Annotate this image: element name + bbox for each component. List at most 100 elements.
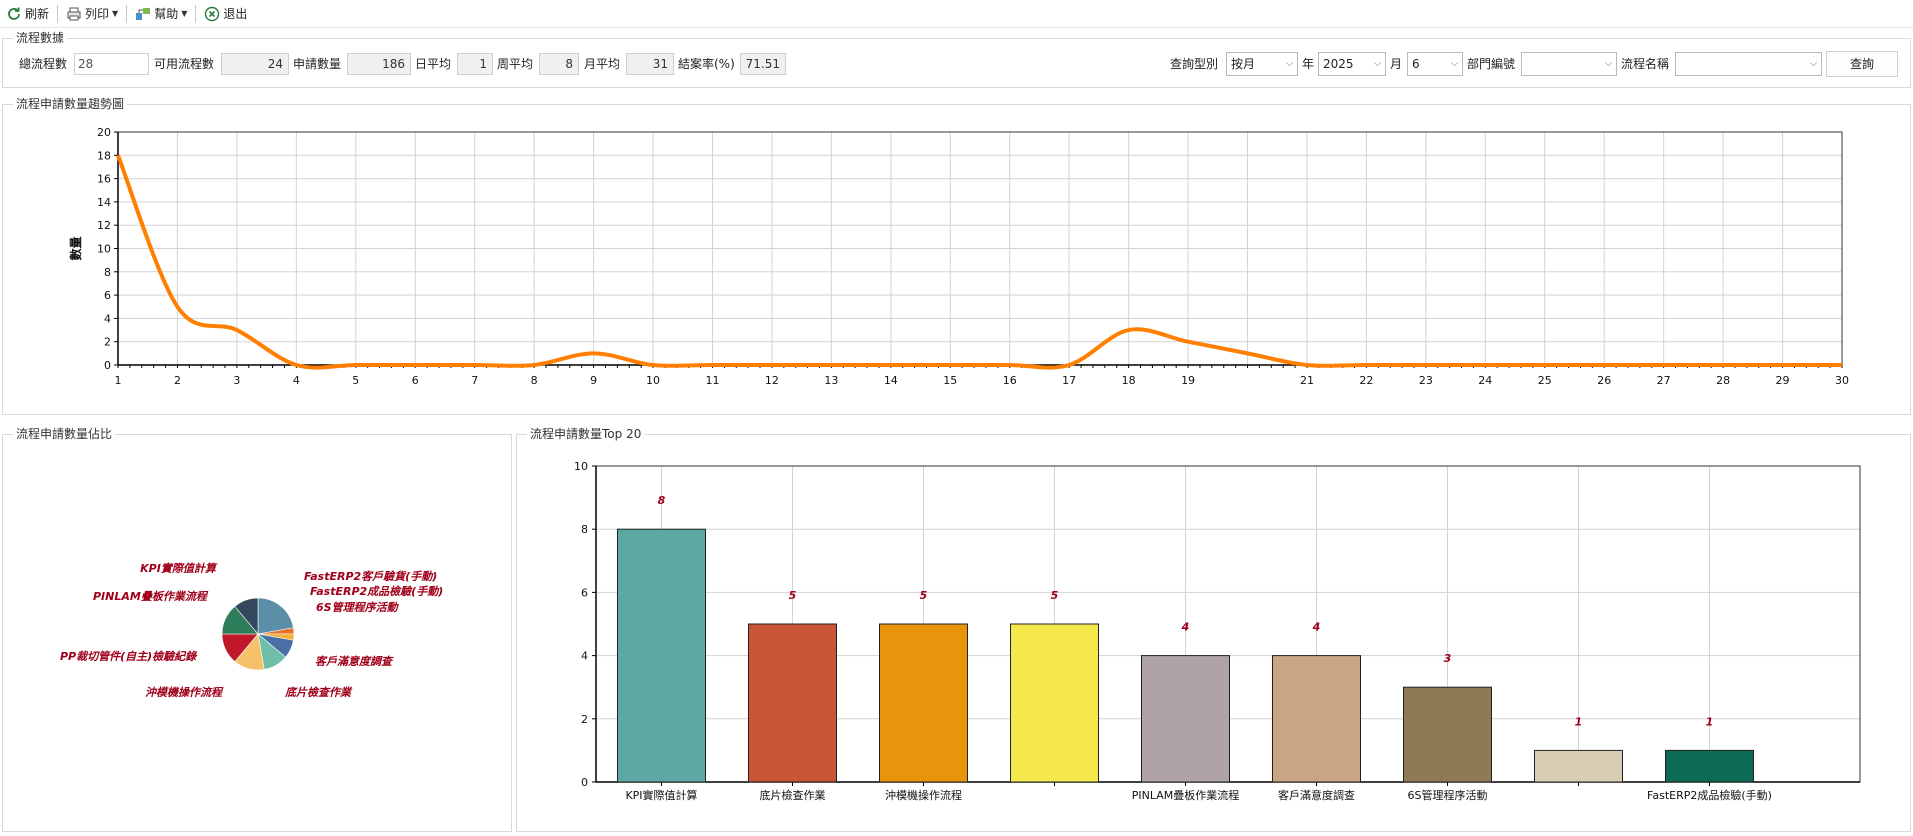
pie-slice-label: 6S管理程序活動 <box>316 601 400 614</box>
x-tick-label: 13 <box>824 374 838 387</box>
exit-label: 退出 <box>223 7 248 21</box>
dept-label: 部門編號 <box>1467 57 1516 71</box>
x-tick-label: 8 <box>531 374 538 387</box>
x-tick-label: 客戶滿意度調查 <box>1278 788 1355 802</box>
help-label: 幫助 <box>154 7 179 21</box>
x-tick-label: 29 <box>1776 374 1790 387</box>
y-tick-label: 12 <box>97 219 111 232</box>
y-tick-label: 0 <box>581 776 588 789</box>
chevron-down-icon: ⌵ <box>1605 59 1612 69</box>
month-select[interactable]: 6 ⌵ <box>1407 52 1463 76</box>
x-tick-label: 16 <box>1003 374 1017 387</box>
print-button[interactable]: 列印 ▼ <box>62 2 122 26</box>
x-tick-label: FastERP2成品檢驗(手動) <box>1647 788 1772 802</box>
x-tick-label: 3 <box>233 374 240 387</box>
query-type-value: 按月 <box>1231 57 1256 71</box>
x-tick-label: 6S管理程序活動 <box>1408 788 1488 802</box>
x-tick-label: 27 <box>1657 374 1671 387</box>
query-button[interactable]: 查詢 <box>1826 51 1898 77</box>
help-button[interactable]: 幫助 ▼ <box>131 2 191 26</box>
trend-title: 流程申請數量趨勢圖 <box>13 96 128 112</box>
x-tick-label: 21 <box>1300 374 1314 387</box>
y-tick-label: 8 <box>581 523 588 536</box>
total-field[interactable]: 28 <box>74 53 149 75</box>
x-tick-label: 28 <box>1716 374 1730 387</box>
bar <box>1665 749 1754 783</box>
year-value: 2025 <box>1323 57 1354 71</box>
bar-value-label: 1 <box>1575 715 1583 728</box>
x-tick-label: 23 <box>1419 374 1433 387</box>
bar-value-label: 5 <box>920 589 928 602</box>
bar <box>1010 623 1099 783</box>
pie-slice-label: PINLAM疊板作業流程 <box>93 590 209 603</box>
daily-label: 日平均 <box>415 57 452 71</box>
query-type-select[interactable]: 按月 ⌵ <box>1226 52 1298 76</box>
chevron-down-icon: ⌵ <box>1451 59 1458 69</box>
bar <box>617 528 706 783</box>
y-tick-label: 4 <box>104 312 111 325</box>
x-tick-label: 10 <box>646 374 660 387</box>
help-dropdown-icon[interactable]: ▼ <box>181 9 188 18</box>
y-tick-label: 10 <box>97 243 111 256</box>
y-tick-label: 0 <box>104 359 111 372</box>
y-tick-label: 6 <box>104 289 111 302</box>
applications-field: 186 <box>347 53 411 75</box>
trend-group: 流程申請數量趨勢圖 <box>2 96 1911 415</box>
x-tick-label: 18 <box>1122 374 1136 387</box>
x-tick-label: 7 <box>471 374 478 387</box>
stats-group: 流程數據 <box>2 30 1911 88</box>
refresh-icon <box>8 7 20 20</box>
bar <box>1534 749 1623 783</box>
exit-button[interactable]: 退出 <box>200 2 251 26</box>
series-line <box>116 154 1842 370</box>
close-rate-field: 71.51 <box>740 53 786 75</box>
bar <box>879 623 968 783</box>
toolbar-separator <box>195 4 197 23</box>
year-select[interactable]: 2025 ⌵ <box>1318 52 1386 76</box>
pie-slice-label: 底片檢查作業 <box>284 686 353 699</box>
print-label: 列印 <box>85 7 110 21</box>
bar-value-label: 5 <box>789 589 797 602</box>
y-tick-label: 10 <box>574 460 588 473</box>
available-label: 可用流程數 <box>154 57 215 71</box>
applications-label: 申請數量 <box>293 57 342 71</box>
x-tick-label: 6 <box>412 374 419 387</box>
help-icon <box>136 7 151 20</box>
pie-slice-label: KPI實際值計算 <box>140 562 218 575</box>
bar-value-label: 3 <box>1444 652 1452 665</box>
bar-value-label: 4 <box>1312 621 1321 634</box>
x-tick-label: 4 <box>293 374 300 387</box>
x-tick-label: 底片檢查作業 <box>760 788 826 802</box>
printer-icon <box>67 7 81 20</box>
chevron-down-icon: ⌵ <box>1374 59 1381 69</box>
refresh-button[interactable]: 刷新 <box>2 2 53 26</box>
y-tick-label: 6 <box>581 586 588 599</box>
monthly-field: 31 <box>626 53 674 75</box>
weekly-label: 周平均 <box>497 57 534 71</box>
flow-name-select[interactable]: ⌵ <box>1675 52 1822 76</box>
bar <box>1272 655 1361 783</box>
x-tick-label: 22 <box>1359 374 1373 387</box>
month-label: 月 <box>1390 57 1403 71</box>
pie-group: 流程申請數量佔比 <box>2 426 512 832</box>
y-tick-label: 4 <box>581 650 588 663</box>
monthly-label: 月平均 <box>584 57 621 71</box>
close-icon <box>205 6 220 21</box>
x-tick-label: 2 <box>174 374 181 387</box>
pie-slice-label: 沖模機操作流程 <box>145 686 224 699</box>
pie-chart: KPI實際值計算 FastERP2客戶驗貨(手動) FastERP2成品檢驗(手動)… <box>60 562 443 699</box>
daily-field: 1 <box>457 53 493 75</box>
month-value: 6 <box>1412 57 1420 71</box>
print-dropdown-icon[interactable]: ▼ <box>112 9 119 18</box>
top-title: 流程申請數量Top 20 <box>527 426 645 442</box>
x-tick-label: 沖模機操作流程 <box>885 788 962 802</box>
dept-select[interactable]: ⌵ <box>1521 52 1617 76</box>
bar <box>1403 686 1492 783</box>
year-label: 年 <box>1302 57 1315 71</box>
x-tick-label: 15 <box>943 374 957 387</box>
bar <box>1141 655 1230 783</box>
bar <box>748 623 837 783</box>
pie-slice-label: PP裁切管件(自主)檢驗紀錄 <box>60 650 198 663</box>
toolbar-separator <box>57 4 59 23</box>
